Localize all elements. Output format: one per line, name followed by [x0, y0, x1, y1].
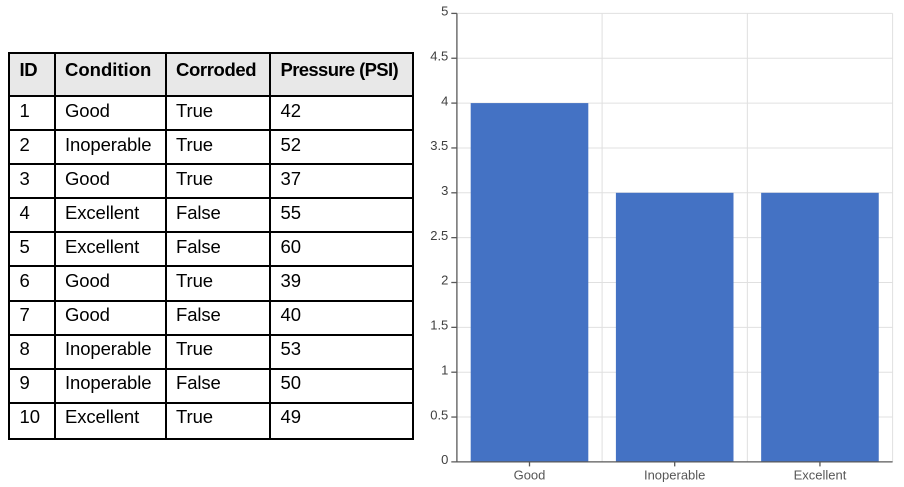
svg-text:Excellent: Excellent: [794, 468, 847, 483]
svg-text:1.5: 1.5: [430, 318, 448, 333]
svg-text:1: 1: [441, 362, 448, 377]
svg-text:0: 0: [441, 452, 448, 467]
svg-text:4: 4: [441, 93, 448, 108]
svg-text:3: 3: [441, 183, 448, 198]
svg-text:5: 5: [441, 4, 448, 19]
svg-text:0.5: 0.5: [430, 407, 448, 422]
svg-text:4.5: 4.5: [430, 48, 448, 63]
svg-text:3.5: 3.5: [430, 138, 448, 153]
svg-text:Good: Good: [514, 468, 546, 483]
svg-text:2: 2: [441, 273, 448, 288]
svg-text:2.5: 2.5: [430, 228, 448, 243]
svg-text:Inoperable: Inoperable: [644, 468, 705, 483]
